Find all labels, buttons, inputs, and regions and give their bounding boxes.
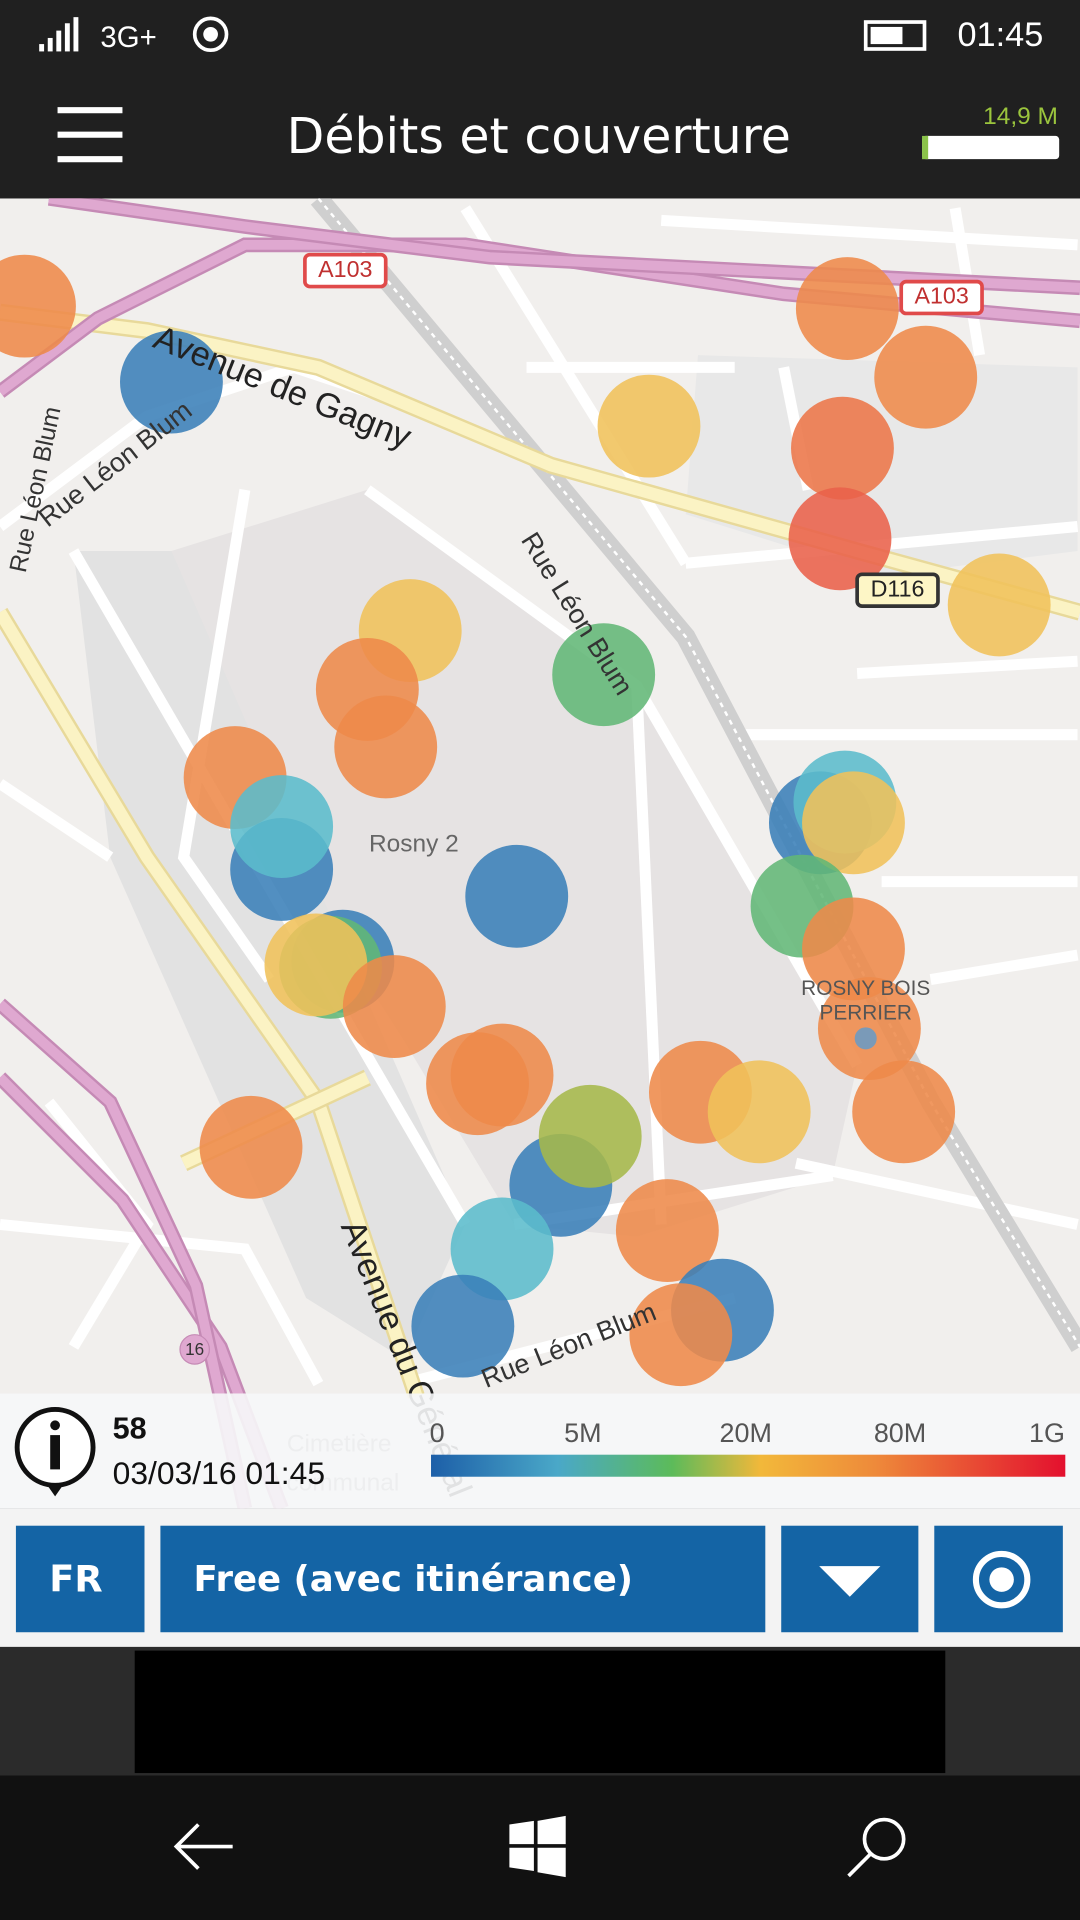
- measure-point: [874, 325, 978, 429]
- menu-button[interactable]: [57, 107, 123, 163]
- highway: [48, 198, 1080, 293]
- info-strip: [0, 1393, 1080, 1509]
- info-i-bar: [50, 1435, 60, 1470]
- map-label: ROSNY BOIS: [801, 977, 930, 1000]
- measure-point: [426, 1032, 529, 1136]
- data-bar: [922, 135, 1060, 160]
- measure-point: [264, 913, 368, 1017]
- main-road: [0, 609, 423, 1398]
- map-label: Rosny 2: [369, 830, 459, 857]
- measure-point: [120, 330, 223, 434]
- locate-icon-dot: [989, 1567, 1014, 1592]
- search-button[interactable]: [847, 1817, 906, 1878]
- measure-point: [615, 1179, 719, 1283]
- road-number: A103: [318, 256, 372, 282]
- road-shield: [855, 572, 940, 608]
- station-icon: [854, 1027, 877, 1050]
- windows-button[interactable]: [509, 1815, 566, 1878]
- country-button[interactable]: [15, 1525, 145, 1633]
- info-i-dot: [50, 1420, 60, 1431]
- operator-button[interactable]: [160, 1525, 766, 1633]
- measure-point: [707, 1060, 811, 1164]
- data-used: 14,9 M: [983, 103, 1058, 130]
- street: [0, 1219, 324, 1387]
- ad-banner[interactable]: [134, 1650, 946, 1774]
- battery-level: [870, 26, 903, 45]
- measure-point: [465, 844, 569, 948]
- measure-point: [802, 771, 905, 875]
- road-shield: [303, 252, 388, 289]
- street: [631, 685, 667, 1225]
- scale-label: 20M: [720, 1418, 772, 1448]
- measure-point: [947, 553, 1051, 657]
- street: [0, 779, 114, 862]
- measure-point: [552, 623, 656, 727]
- location-icon-dot: [203, 26, 218, 42]
- operator-label: Free (avec itinérance): [193, 1559, 633, 1600]
- measure-point: [230, 775, 334, 878]
- road-number: D116: [871, 575, 925, 601]
- measure-point: [342, 955, 446, 1058]
- measure-point: [411, 1274, 515, 1378]
- scale-label: 80M: [874, 1418, 926, 1448]
- speed-scale: [431, 1454, 1066, 1477]
- clock: 01:45: [958, 16, 1044, 54]
- network-type: 3G+: [100, 21, 156, 54]
- measure-point: [788, 487, 892, 591]
- street: [460, 205, 691, 567]
- dropdown-arrow: [819, 1566, 881, 1597]
- main-road: [0, 306, 1080, 619]
- battery-icon: [863, 20, 927, 51]
- map-label: 16: [185, 1339, 204, 1359]
- measure-point: [0, 254, 76, 358]
- info-pointer: [46, 1484, 64, 1497]
- scale-label: 0: [430, 1418, 445, 1448]
- country-label: FR: [49, 1557, 102, 1600]
- route-badge: [179, 1334, 210, 1365]
- measure-point: [852, 1060, 956, 1164]
- street: [794, 1157, 1079, 1230]
- back-button[interactable]: [173, 1823, 233, 1870]
- measure-count: 58: [113, 1411, 147, 1445]
- top-bar: [0, 0, 1080, 199]
- scale-label: 1G: [1029, 1418, 1065, 1448]
- location-icon: [192, 16, 229, 53]
- measure-point: [629, 1283, 733, 1387]
- map-label: PERRIER: [819, 1001, 911, 1024]
- measure-point: [334, 695, 438, 799]
- page-title: Débits et couverture: [287, 108, 791, 165]
- measure-time: 03/03/16 01:45: [113, 1455, 325, 1491]
- measure-point: [450, 1197, 554, 1301]
- measure-point: [802, 897, 905, 1001]
- locate-icon: [972, 1550, 1031, 1609]
- street: [929, 949, 1079, 986]
- road-shield: [899, 279, 984, 316]
- street: [177, 488, 274, 983]
- measure-point: [795, 257, 899, 360]
- measure-point: [791, 396, 894, 500]
- street: [660, 214, 1078, 251]
- measure-point: [597, 374, 701, 478]
- scale-label: 5M: [564, 1418, 601, 1448]
- street: [856, 655, 1078, 679]
- measure-point: [199, 1095, 303, 1199]
- road-number: A103: [914, 283, 968, 309]
- signal-icon: [39, 17, 79, 52]
- measure-point: [538, 1084, 642, 1188]
- data-bar-fill: [922, 135, 929, 160]
